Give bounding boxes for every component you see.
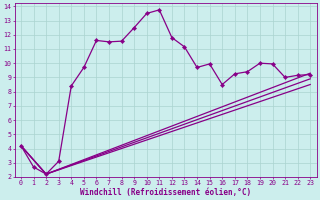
X-axis label: Windchill (Refroidissement éolien,°C): Windchill (Refroidissement éolien,°C) xyxy=(80,188,251,197)
